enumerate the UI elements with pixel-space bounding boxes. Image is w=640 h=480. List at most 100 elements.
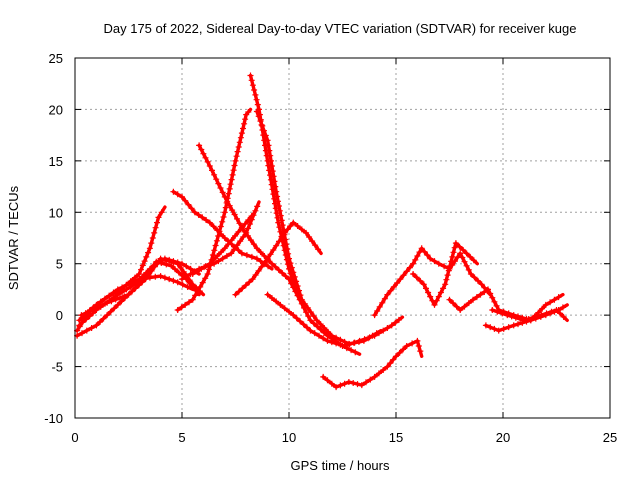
- data-point: [271, 178, 278, 185]
- grid: [74, 57, 611, 419]
- data-point: [388, 322, 395, 329]
- data-point: [376, 303, 383, 310]
- data-point: [243, 229, 250, 236]
- data-point: [543, 310, 550, 317]
- data-point: [261, 253, 268, 259]
- data-point: [110, 289, 117, 296]
- data-point: [179, 281, 186, 288]
- data-point: [381, 295, 388, 302]
- data-point: [139, 262, 146, 269]
- data-point: [235, 144, 242, 150]
- data-point: [242, 220, 249, 227]
- data-point: [435, 260, 442, 267]
- data-point: [247, 72, 254, 79]
- data-point: [182, 301, 189, 308]
- data-series: [74, 72, 569, 391]
- data-point: [143, 253, 150, 260]
- data-point: [231, 246, 238, 253]
- data-point: [248, 213, 255, 220]
- data-point: [211, 247, 218, 254]
- data-point: [223, 253, 230, 259]
- data-point: [204, 271, 211, 277]
- data-point: [515, 321, 521, 328]
- data-point: [354, 381, 361, 388]
- data-point: [499, 310, 506, 317]
- data-point: [325, 328, 332, 335]
- x-tick-label: 0: [71, 430, 78, 445]
- data-point: [88, 325, 95, 331]
- data-point: [212, 242, 219, 249]
- data-point: [494, 308, 501, 315]
- data-point: [228, 176, 235, 183]
- data-point: [242, 116, 249, 123]
- data-point: [149, 235, 156, 241]
- data-point: [413, 274, 420, 281]
- data-point: [183, 273, 190, 280]
- data-point: [521, 317, 528, 324]
- data-point: [139, 279, 146, 286]
- y-tick-label: -5: [51, 360, 63, 375]
- data-point: [155, 214, 162, 221]
- data-point: [379, 299, 386, 306]
- data-point: [293, 278, 300, 285]
- data-point: [396, 349, 403, 356]
- data-point: [410, 260, 417, 267]
- data-point: [333, 340, 340, 347]
- data-point: [307, 309, 314, 316]
- series-arc-18: [446, 286, 565, 324]
- data-point: [351, 339, 358, 346]
- series-arc-15: [320, 337, 424, 391]
- data-point: [240, 234, 247, 240]
- data-point: [145, 249, 152, 256]
- data-point: [209, 252, 216, 258]
- data-point: [361, 336, 368, 343]
- data-point: [174, 191, 181, 198]
- data-point: [264, 137, 271, 144]
- data-point: [414, 253, 421, 259]
- data-point: [216, 228, 223, 235]
- data-point: [199, 279, 206, 286]
- data-point: [491, 298, 498, 305]
- data-point: [188, 205, 195, 212]
- data-point: [328, 332, 335, 339]
- data-point: [230, 167, 237, 174]
- data-point: [128, 288, 135, 295]
- data-point: [291, 273, 298, 280]
- data-point: [166, 276, 173, 283]
- data-point: [423, 285, 429, 292]
- data-point: [348, 347, 355, 354]
- data-point: [441, 263, 448, 270]
- data-point: [274, 193, 281, 200]
- data-point: [273, 298, 280, 305]
- data-point: [481, 289, 488, 295]
- data-point: [310, 320, 317, 327]
- data-point: [491, 325, 498, 332]
- data-point: [254, 101, 261, 108]
- data-point: [421, 248, 428, 255]
- data-point: [475, 277, 481, 284]
- data-point: [251, 87, 258, 93]
- data-point: [268, 163, 275, 169]
- chart-title: Day 175 of 2022, Sidereal Day-to-day VTE…: [103, 21, 576, 36]
- data-point: [257, 258, 264, 265]
- data-point: [189, 296, 196, 303]
- data-point: [259, 122, 266, 129]
- data-point: [337, 341, 344, 348]
- data-point: [102, 295, 108, 302]
- data-point: [206, 219, 213, 226]
- data-point: [356, 337, 363, 344]
- data-point: [196, 142, 203, 149]
- data-point: [410, 271, 417, 277]
- data-point: [279, 222, 286, 229]
- data-point: [223, 199, 230, 206]
- data-point: [178, 304, 185, 311]
- data-point: [255, 267, 262, 274]
- data-point: [450, 249, 457, 256]
- data-point: [186, 299, 192, 306]
- data-point: [265, 263, 272, 270]
- data-point: [273, 188, 280, 195]
- data-point: [141, 258, 148, 265]
- data-point: [542, 301, 549, 308]
- data-point: [553, 307, 560, 313]
- data-point: [453, 303, 460, 310]
